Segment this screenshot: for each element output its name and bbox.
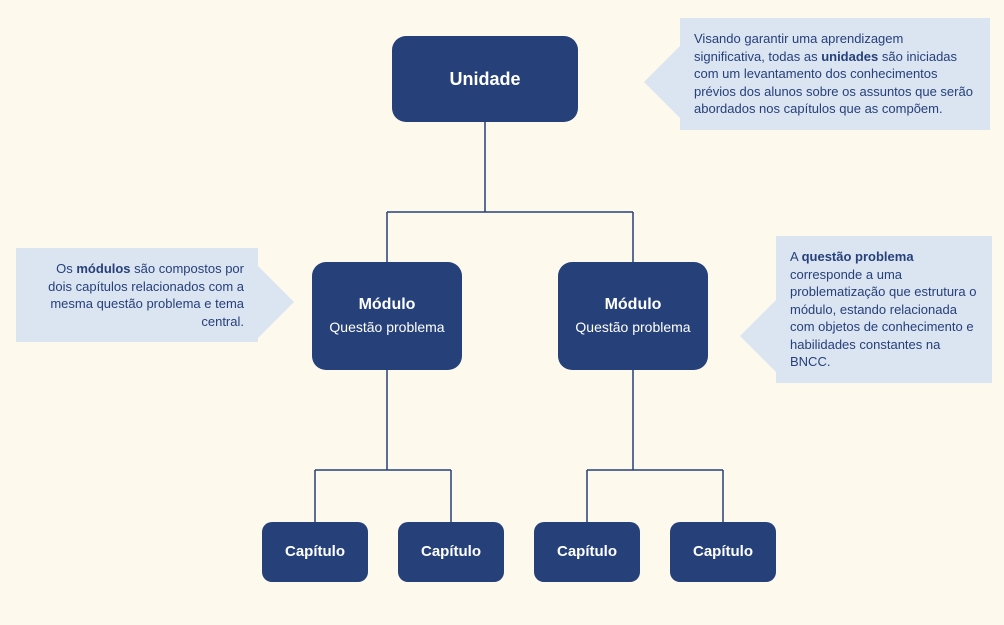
callout-questao-problema: A questão problema corresponde a uma pro… <box>776 236 992 383</box>
node-modulo-2-label: Módulo <box>605 295 662 315</box>
node-modulo-2: Módulo Questão problema <box>558 262 708 370</box>
node-capitulo-4: Capítulo <box>670 522 776 582</box>
callout-questao-text-post: corresponde a uma problematização que es… <box>790 267 976 370</box>
callout-modulo-text-bold: módulos <box>76 261 130 276</box>
node-modulo-1-sub: Questão problema <box>329 319 444 337</box>
node-modulo-1-label: Módulo <box>359 295 416 315</box>
node-capitulo-2-label: Capítulo <box>421 543 481 562</box>
callout-modulo-arrow-icon <box>258 266 294 338</box>
node-capitulo-3-label: Capítulo <box>557 543 617 562</box>
node-capitulo-3: Capítulo <box>534 522 640 582</box>
callout-questao-text-bold: questão problema <box>802 249 914 264</box>
node-capitulo-1: Capítulo <box>262 522 368 582</box>
callout-modulo: Os módulos são compostos por dois capítu… <box>16 248 258 342</box>
callout-unidade-text-bold: unidades <box>821 49 878 64</box>
callout-questao-arrow-icon <box>740 300 776 372</box>
callout-modulo-text-pre: Os <box>56 261 76 276</box>
node-unidade-label: Unidade <box>449 68 520 91</box>
node-capitulo-4-label: Capítulo <box>693 543 753 562</box>
node-capitulo-1-label: Capítulo <box>285 543 345 562</box>
callout-unidade-arrow-icon <box>644 46 680 118</box>
node-modulo-2-sub: Questão problema <box>575 319 690 337</box>
callout-questao-text-pre: A <box>790 249 802 264</box>
callout-unidade: Visando garantir uma aprendizagem signif… <box>680 18 990 130</box>
node-capitulo-2: Capítulo <box>398 522 504 582</box>
node-modulo-1: Módulo Questão problema <box>312 262 462 370</box>
node-unidade: Unidade <box>392 36 578 122</box>
